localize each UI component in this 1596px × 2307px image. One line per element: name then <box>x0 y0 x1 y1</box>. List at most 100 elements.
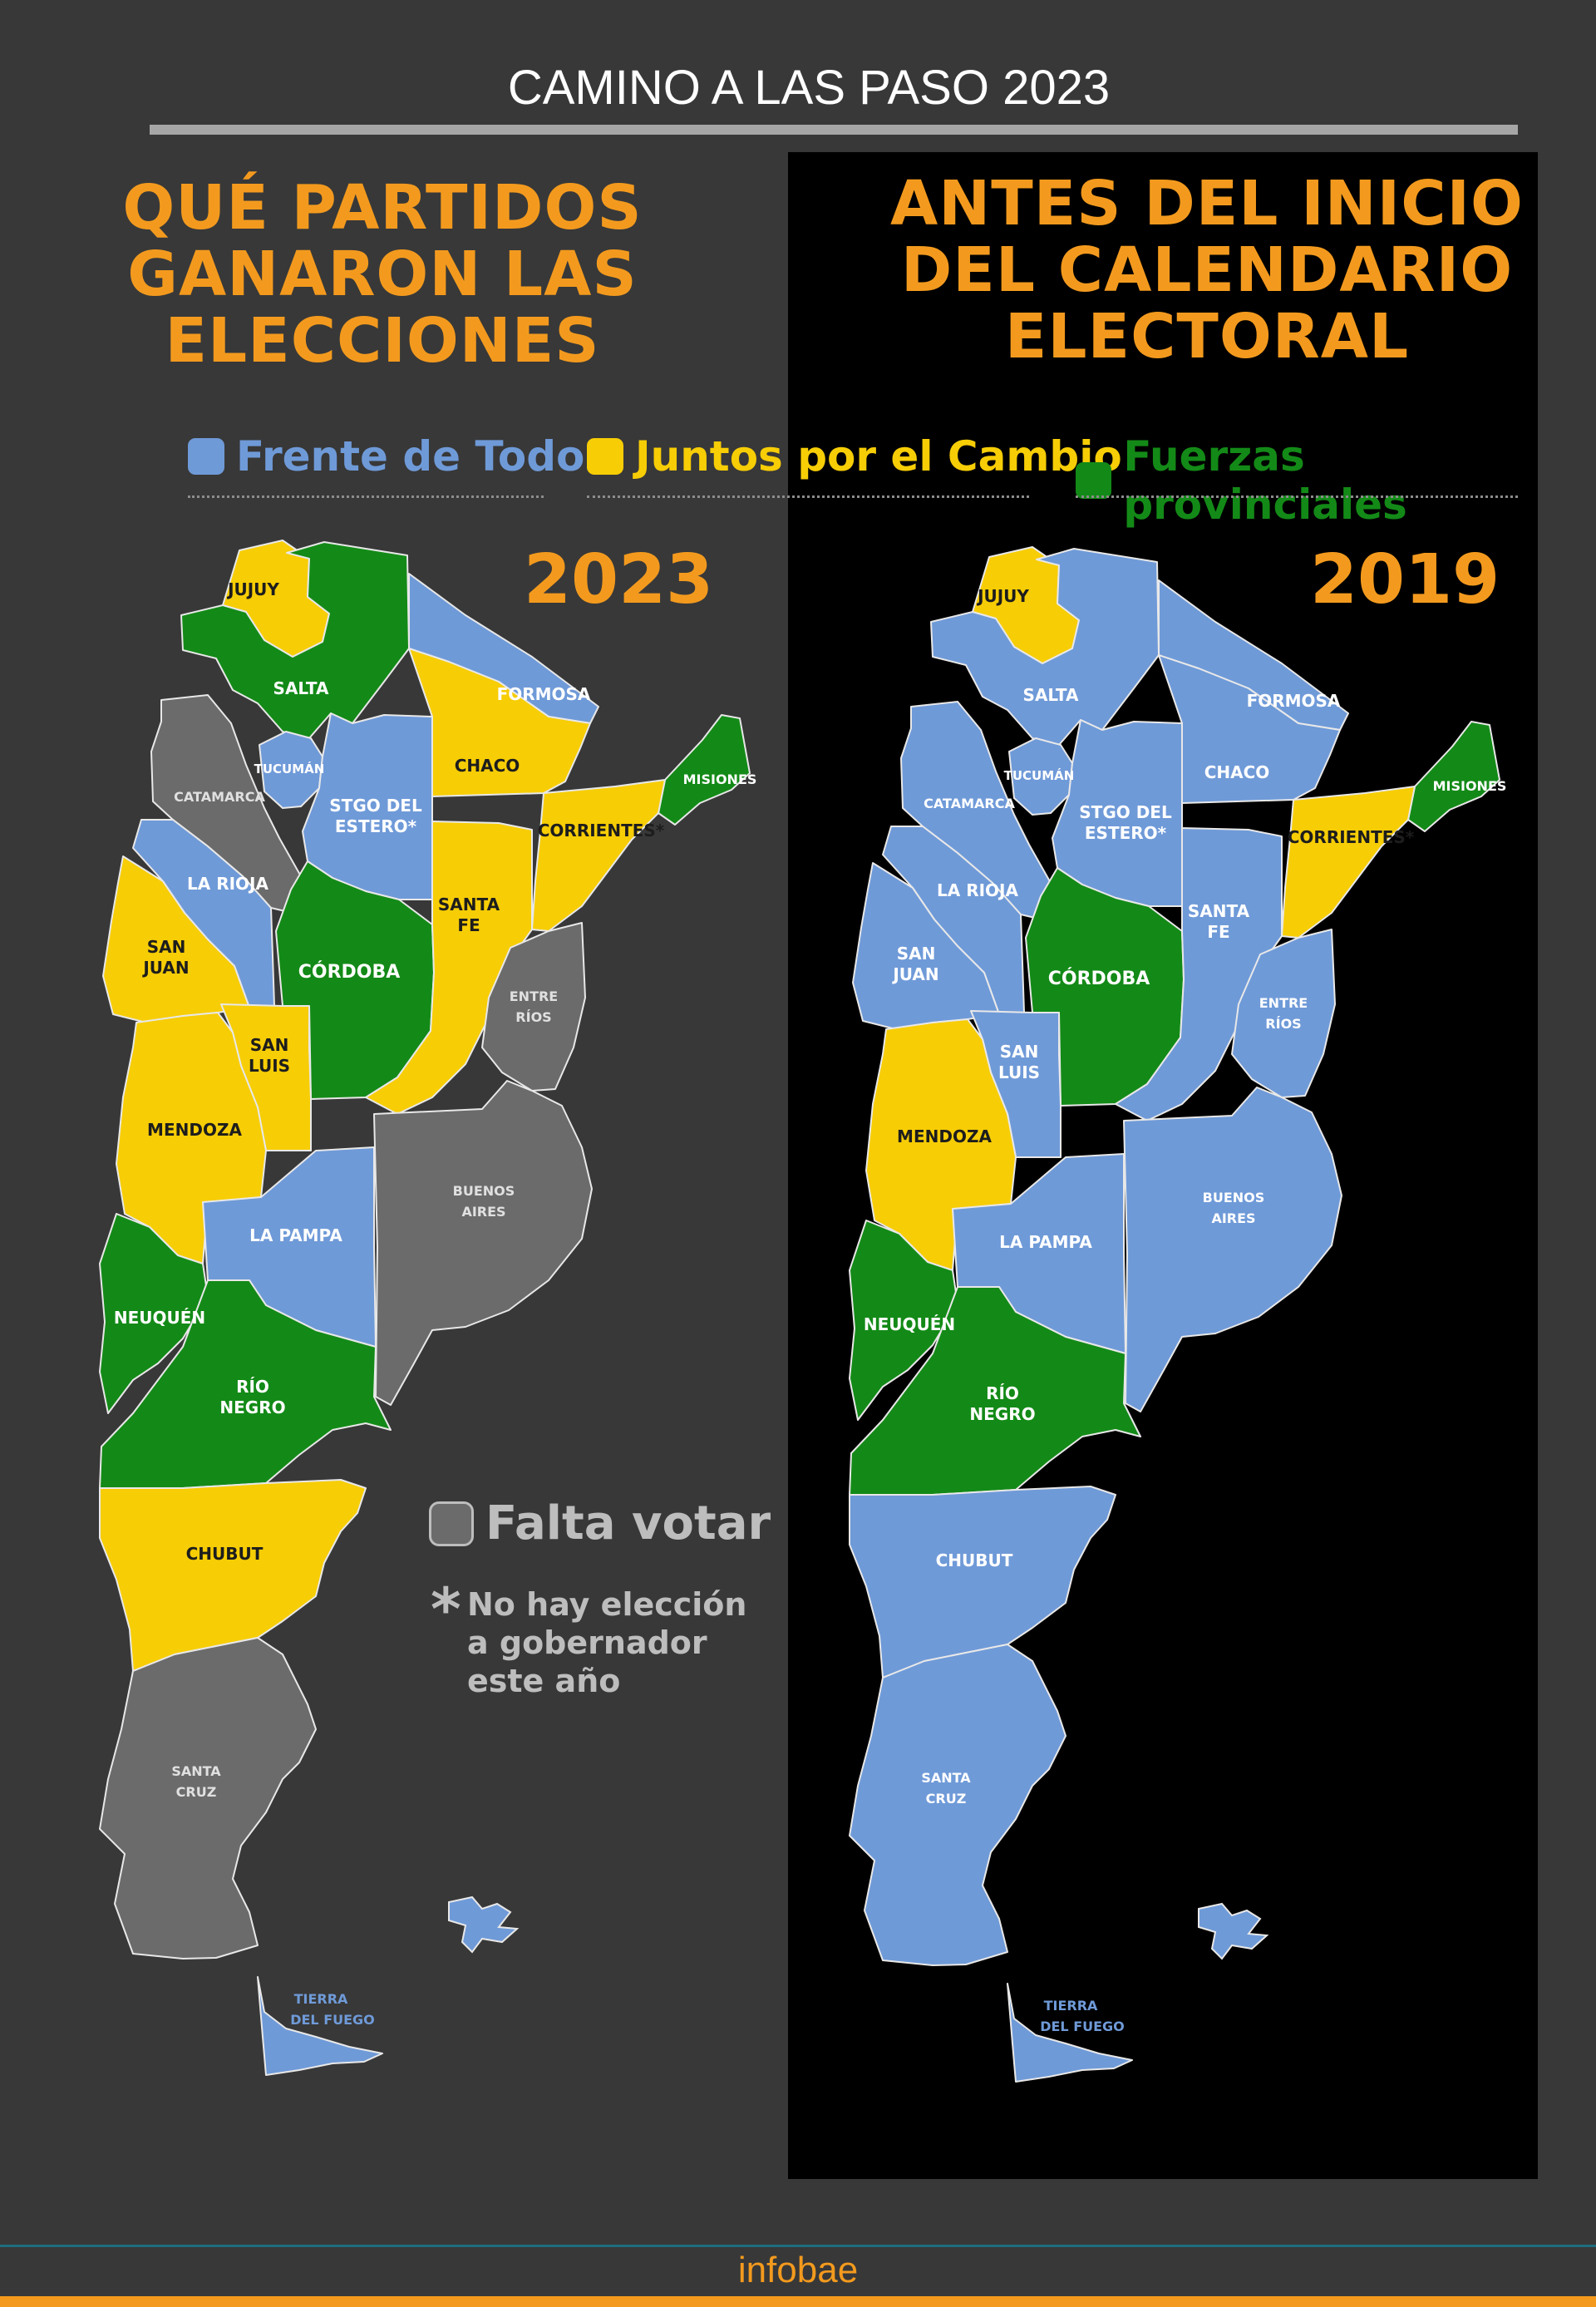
province-label-jujuy: JUJUY <box>226 579 279 599</box>
province-misiones <box>658 714 751 826</box>
header-divider <box>150 125 1518 135</box>
province-label-entre-rios: ENTRE <box>510 988 558 1004</box>
province-santa-cruz <box>849 1644 1066 1966</box>
left-headline-line: GANARON LAS <box>127 239 638 310</box>
province-label-rio-negro: NEGRO <box>219 1398 285 1417</box>
legend-swatch <box>188 438 224 475</box>
legend-label: Fuerzas provinciales <box>1123 432 1407 529</box>
province-entre-rios <box>481 922 586 1092</box>
province-label-san-luis: LUIS <box>249 1056 290 1076</box>
islas-malvinas <box>1198 1902 1269 1960</box>
asterisk-note: No hay elección a gobernador este año <box>467 1585 746 1700</box>
province-label-formosa: FORMOSA <box>497 684 591 704</box>
legend-underline <box>188 495 544 498</box>
province-label-san-luis: SAN <box>1000 1042 1039 1062</box>
province-label-catamarca: CATAMARCA <box>174 789 265 805</box>
province-label-tierra-del-fuego: TIERRA <box>294 1991 348 2007</box>
province-label-san-juan: SAN <box>147 937 186 957</box>
province-chubut <box>849 1486 1116 1678</box>
province-label-la-rioja: LA RIOJA <box>937 880 1018 900</box>
province-label-buenos-aires: AIRES <box>461 1204 505 1220</box>
province-misiones <box>1407 721 1500 832</box>
province-label-rio-negro: NEGRO <box>969 1404 1035 1424</box>
legend-pending: Falta votar <box>429 1496 771 1550</box>
province-label-rio-negro: RÍO <box>986 1383 1019 1403</box>
province-entre-rios <box>1231 929 1336 1098</box>
legend-item-juntos-por-el-cambio: Juntos por el Cambio <box>587 432 1122 481</box>
legend-label: Juntos por el Cambio <box>635 432 1122 481</box>
province-label-corrientes: CORRIENTES* <box>538 821 665 840</box>
left-headline-line: QUÉ PARTIDOS <box>122 172 643 244</box>
asterisk-note-line: a gobernador <box>467 1624 707 1661</box>
legend-item-frente-de-todos: Frente de Todos <box>188 432 609 481</box>
province-label-mendoza: MENDOZA <box>147 1120 242 1140</box>
province-label-buenos-aires: BUENOS <box>453 1183 515 1199</box>
right-headline: ANTES DEL INICIO DEL CALENDARIO ELECTORA… <box>874 170 1539 370</box>
legend-underline <box>587 495 1029 498</box>
province-label-mendoza: MENDOZA <box>897 1126 992 1146</box>
province-label-entre-rios: RÍOS <box>515 1009 551 1025</box>
province-label-entre-rios: RÍOS <box>1265 1016 1301 1032</box>
left-headline: QUÉ PARTIDOS GANARON LAS ELECCIONES <box>108 175 657 374</box>
province-label-tucuman: TUCUMÁN <box>254 761 325 776</box>
province-label-stgo-del-estero: ESTERO* <box>335 816 417 836</box>
province-label-la-rioja: LA RIOJA <box>187 874 268 894</box>
province-label-formosa: FORMOSA <box>1247 691 1341 711</box>
right-headline-line: DEL CALENDARIO <box>900 234 1514 306</box>
province-label-tierra-del-fuego: TIERRA <box>1044 1998 1098 2014</box>
province-label-santa-cruz: CRUZ <box>926 1791 967 1807</box>
asterisk-mark: * <box>431 1575 461 1644</box>
year-label-2019: 2019 <box>1310 540 1500 619</box>
province-santa-cruz <box>99 1637 317 1959</box>
footer-divider <box>0 2245 1596 2247</box>
province-label-tucuman: TUCUMÁN <box>1004 767 1075 783</box>
province-tierra-del-fuego <box>1007 1983 1133 2083</box>
province-label-catamarca: CATAMARCA <box>924 796 1015 811</box>
province-label-cordoba: CÓRDOBA <box>1048 968 1150 989</box>
province-tierra-del-fuego <box>257 1976 383 2076</box>
province-label-san-juan: JUAN <box>141 958 189 978</box>
islas-malvinas <box>448 1895 520 1954</box>
province-buenos-aires <box>1123 1087 1342 1412</box>
legend-underline <box>1076 495 1518 498</box>
province-label-santa-fe: FE <box>1207 922 1229 942</box>
province-santa-fe <box>365 821 533 1115</box>
province-label-la-pampa: LA PAMPA <box>249 1225 342 1245</box>
province-label-salta: SALTA <box>273 678 329 698</box>
province-label-san-juan: SAN <box>897 944 936 964</box>
province-label-stgo-del-estero: ESTERO* <box>1085 823 1167 843</box>
province-santa-fe <box>1115 827 1283 1121</box>
province-label-chaco: CHACO <box>1204 762 1270 782</box>
pending-label: Falta votar <box>485 1496 771 1550</box>
legend-swatch <box>1076 462 1112 499</box>
map-2019: JUJUY SALTA FORMOSA MISIONES CHACO CATAMARCA T… <box>849 546 1507 2083</box>
province-label-santa-fe: SANTA <box>1188 901 1250 921</box>
province-label-buenos-aires: BUENOS <box>1203 1190 1265 1205</box>
province-label-san-juan: JUAN <box>891 964 938 984</box>
province-label-tierra-del-fuego: DEL FUEGO <box>290 2012 375 2028</box>
pending-swatch <box>429 1501 474 1546</box>
province-label-la-pampa: LA PAMPA <box>999 1232 1092 1252</box>
province-label-cordoba: CÓRDOBA <box>298 961 401 983</box>
province-label-san-luis: LUIS <box>998 1062 1040 1082</box>
left-headline-line: ELECCIONES <box>165 305 600 377</box>
province-label-santa-fe: FE <box>457 915 480 935</box>
province-rio-negro <box>99 1279 392 1489</box>
province-label-chubut: CHUBUT <box>186 1544 264 1564</box>
province-label-san-luis: SAN <box>250 1035 289 1055</box>
province-chubut <box>99 1479 367 1672</box>
province-label-salta: SALTA <box>1023 685 1079 705</box>
map-2023: JUJUY SALTA FORMOSA MISIONES CHACO CATAMARCA T… <box>99 540 756 2076</box>
infobae-logo: infobae <box>737 2250 859 2290</box>
province-label-stgo-del-estero: STGO DEL <box>329 796 422 816</box>
province-label-chaco: CHACO <box>455 756 520 776</box>
province-label-entre-rios: ENTRE <box>1259 995 1308 1011</box>
province-label-stgo-del-estero: STGO DEL <box>1079 802 1172 822</box>
province-rio-negro <box>849 1286 1141 1496</box>
province-label-buenos-aires: AIRES <box>1211 1210 1255 1226</box>
province-label-neuquen: NEUQUÉN <box>864 1314 955 1334</box>
province-corrientes <box>1281 786 1416 939</box>
province-label-misiones: MISIONES <box>1433 778 1507 794</box>
province-label-santa-cruz: SANTA <box>171 1763 221 1779</box>
